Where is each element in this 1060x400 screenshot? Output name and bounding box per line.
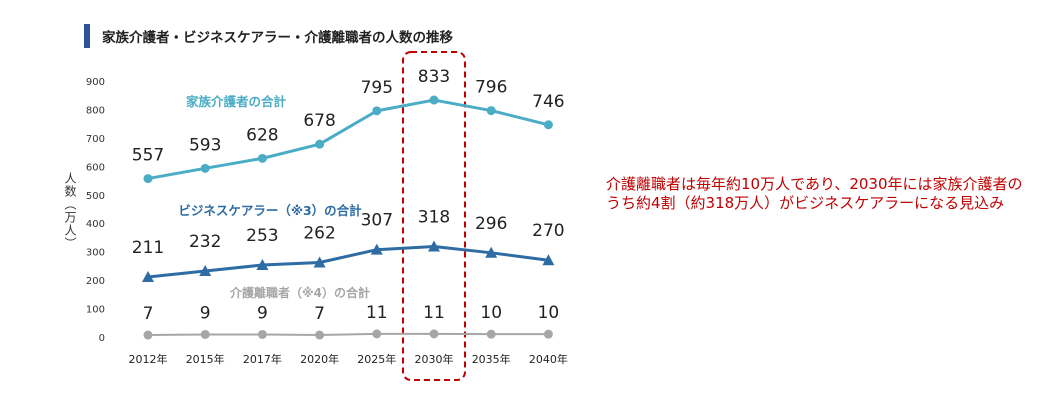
y-tick-label: 400 (86, 219, 105, 230)
data-label: 833 (418, 67, 450, 87)
y-axis-label: 人数（万人） (63, 172, 77, 250)
series-line (147, 332, 549, 337)
data-label: 270 (532, 221, 564, 241)
x-tick-label: 2015年 (186, 352, 225, 366)
highlight-2030-box (402, 51, 466, 381)
y-tick-label: 800 (86, 105, 105, 116)
data-point (143, 174, 153, 184)
data-point (256, 259, 269, 271)
data-label: 262 (303, 223, 335, 243)
data-point (257, 153, 267, 163)
data-label: 318 (418, 208, 450, 228)
data-point (313, 256, 326, 268)
data-point (486, 106, 496, 116)
x-tick-label: 2012年 (129, 352, 168, 366)
data-point (486, 329, 496, 339)
series-line (147, 98, 549, 181)
data-label: 211 (132, 238, 164, 258)
data-label: 7 (143, 304, 154, 324)
data-label: 678 (303, 111, 335, 131)
annotation-text: 介護離職者は毎年約10万人であり、2030年には家族介護者のうち約4割（約318… (606, 175, 1023, 212)
data-point (429, 329, 439, 339)
data-label: 232 (189, 232, 221, 252)
y-tick-label: 200 (86, 276, 105, 287)
y-tick-label: 500 (86, 191, 105, 202)
data-label: 796 (475, 78, 507, 98)
x-tick-label: 2040年 (529, 352, 568, 366)
data-label: 253 (246, 226, 278, 246)
data-point (200, 329, 210, 339)
data-label: 9 (257, 303, 268, 323)
data-label: 10 (538, 303, 560, 323)
data-label: 628 (246, 125, 278, 145)
data-point (542, 254, 555, 266)
data-point (543, 120, 553, 130)
series-name-label: 介護離職者（※4）の合計 (229, 285, 370, 300)
data-label: 557 (132, 146, 164, 166)
data-point (315, 139, 325, 149)
data-label: 11 (366, 303, 388, 323)
data-point (485, 246, 498, 258)
data-label: 307 (361, 211, 393, 231)
data-label: 746 (532, 92, 564, 112)
series-line (147, 245, 549, 279)
data-point (372, 329, 382, 339)
x-tick-label: 2030年 (415, 352, 454, 366)
x-tick-label: 2017年 (243, 352, 282, 366)
data-label: 7 (314, 304, 325, 324)
series-name-label: 家族介護者の合計 (186, 94, 287, 109)
y-tick-label: 300 (86, 248, 105, 259)
data-point (543, 329, 553, 339)
data-label: 11 (423, 303, 445, 323)
data-point (200, 163, 210, 173)
data-point (370, 243, 383, 255)
y-tick-label: 0 (99, 333, 105, 344)
chart-title: 家族介護者・ビジネスケアラー・介護離職者の人数の推移 (102, 30, 453, 46)
data-label: 9 (200, 303, 211, 323)
data-point (142, 270, 154, 282)
data-point (429, 95, 439, 105)
data-label: 795 (361, 78, 393, 98)
title-accent-bar (84, 24, 90, 48)
data-label: 593 (189, 135, 221, 155)
y-tick-label: 900 (86, 77, 105, 88)
data-point (428, 240, 440, 252)
data-label: 296 (475, 214, 507, 234)
x-tick-label: 2020年 (300, 352, 339, 366)
data-point (143, 330, 153, 340)
data-point (372, 106, 382, 116)
x-tick-label: 2025年 (357, 352, 396, 366)
series-name-label: ビジネスケアラー（※3）の合計 (178, 203, 362, 218)
data-point (199, 265, 212, 277)
y-tick-label: 100 (86, 305, 105, 316)
y-tick-label: 600 (86, 162, 105, 173)
x-tick-label: 2035年 (472, 352, 511, 366)
data-label: 10 (480, 303, 502, 323)
data-point (257, 329, 267, 339)
y-tick-label: 700 (86, 134, 105, 145)
data-point (315, 330, 325, 340)
